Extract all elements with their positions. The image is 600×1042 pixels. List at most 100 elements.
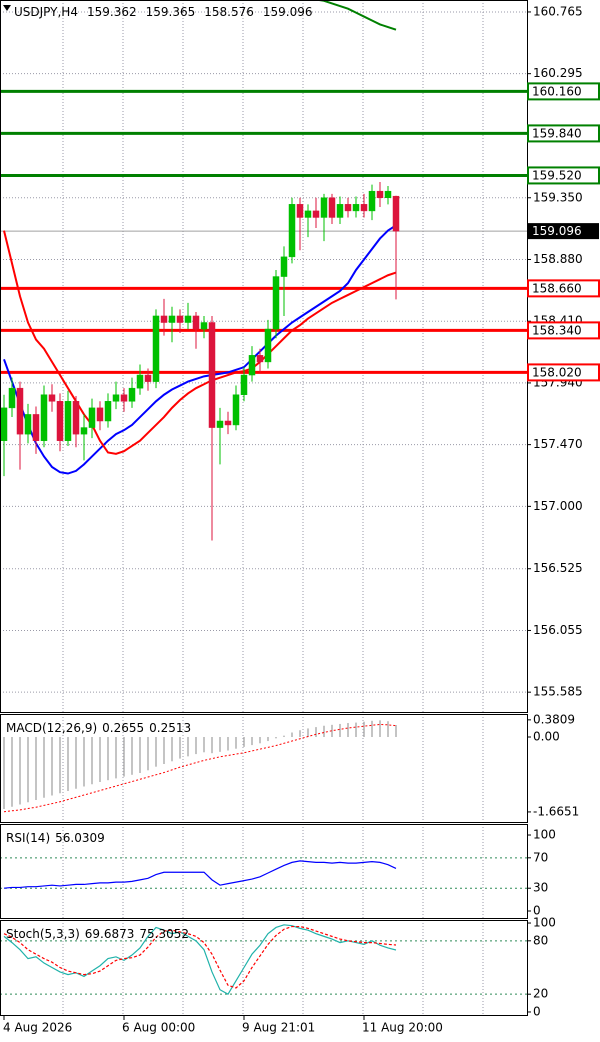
candle-body xyxy=(16,387,24,435)
indicator-label: Stoch(5,3,3) 69.6873 75.3052 xyxy=(6,927,189,941)
indicator-name: Stoch(5,3,3) xyxy=(6,927,80,941)
indicator-name: RSI(14) xyxy=(6,831,50,845)
level-price-box xyxy=(527,363,600,382)
y-tick-label: 100 xyxy=(533,916,556,930)
candle-body xyxy=(64,401,72,441)
candle-body xyxy=(248,355,256,376)
panel-plot xyxy=(1,1,527,712)
y-tick-label: -1.6651 xyxy=(533,804,579,818)
y-tick-label: 155.585 xyxy=(533,685,583,699)
candle-body xyxy=(112,394,120,402)
moving-average xyxy=(3,230,397,455)
candle-body xyxy=(144,374,152,382)
candle-body xyxy=(88,407,96,428)
candle-body xyxy=(32,414,40,441)
candle-body xyxy=(72,401,80,435)
candle-body xyxy=(208,322,216,428)
header-value: 158.576 xyxy=(204,5,254,19)
header-title: USDJPY,H4 xyxy=(14,5,78,19)
y-tick-label: 20 xyxy=(533,987,548,1001)
candle-body xyxy=(152,315,160,382)
candle-body xyxy=(56,401,64,441)
candle-body xyxy=(288,204,296,258)
indicator-value: 0.2513 xyxy=(149,721,191,735)
y-tick-label: 80 xyxy=(533,933,548,947)
header-value: 159.365 xyxy=(146,5,196,19)
candle-body xyxy=(360,204,368,212)
candle-body xyxy=(192,315,200,330)
candle-body xyxy=(216,420,224,428)
y-tick-label: 156.525 xyxy=(533,561,583,575)
candle-body xyxy=(184,315,192,323)
signal-line xyxy=(3,723,397,813)
candle-body xyxy=(80,427,88,435)
candle-body xyxy=(24,414,32,435)
candle-body xyxy=(48,394,56,402)
y-tick-label: 158.880 xyxy=(533,252,583,266)
candle-body xyxy=(8,387,16,409)
y-tick-label: 160.295 xyxy=(533,66,583,80)
y-tick-label: 0 xyxy=(533,1004,541,1018)
candle-body xyxy=(168,315,176,323)
level-price-box xyxy=(527,321,600,340)
candle-body xyxy=(344,204,352,212)
y-tick-label: 157.000 xyxy=(533,499,583,513)
candle-body xyxy=(120,394,128,402)
x-tick-label: 6 Aug 00:00 xyxy=(122,1021,195,1035)
candle-body xyxy=(280,256,288,277)
candle-body xyxy=(1,407,8,441)
indicator-line xyxy=(3,860,397,889)
candle-body xyxy=(328,197,336,218)
x-tick-label: 11 Aug 20:00 xyxy=(362,1021,443,1035)
level-price-box xyxy=(527,279,600,298)
level-price-label: 158.340 xyxy=(532,323,582,337)
header-value: 159.096 xyxy=(263,5,313,19)
y-tick-label: 157.470 xyxy=(533,437,583,451)
level-price-box xyxy=(527,166,600,185)
indicator-value: 56.0309 xyxy=(55,831,105,845)
indicator-name: MACD(12,26,9) xyxy=(6,721,97,735)
candle-body xyxy=(160,315,168,323)
current-price-label: 159.096 xyxy=(532,224,582,238)
y-tick-label: 159.350 xyxy=(533,190,583,204)
y-tick-label: 160.765 xyxy=(533,4,583,18)
moving-average xyxy=(3,224,397,475)
indicator-value: 75.3052 xyxy=(139,927,189,941)
indicator-line xyxy=(3,924,397,995)
level-price-label: 158.660 xyxy=(532,281,582,295)
y-tick-label: 100 xyxy=(533,828,556,842)
level-price-box xyxy=(527,124,600,143)
panel-plot xyxy=(1,825,527,918)
level-price-label: 159.520 xyxy=(532,168,582,182)
candle-body xyxy=(104,401,112,422)
candle-body xyxy=(136,374,144,389)
candle-body xyxy=(256,355,264,363)
indicator-value: 0.2655 xyxy=(102,721,144,735)
indicator-label: MACD(12,26,9) 0.2655 0.2513 xyxy=(6,721,191,735)
candle-body xyxy=(224,420,232,426)
header-value: 159.362 xyxy=(87,5,137,19)
candle-body xyxy=(200,322,208,330)
candle-body xyxy=(96,407,104,422)
candle-body xyxy=(336,204,344,218)
level-price-box xyxy=(527,82,600,101)
candle-body xyxy=(312,210,320,218)
candle-body xyxy=(272,276,280,330)
candle-body xyxy=(296,204,304,218)
y-tick-label: 0.3809 xyxy=(533,712,575,726)
candle-body xyxy=(128,387,136,402)
candle-body xyxy=(176,315,184,323)
x-tick-label: 9 Aug 21:01 xyxy=(242,1021,315,1035)
candle-body xyxy=(232,394,240,426)
y-tick-label: 156.055 xyxy=(533,623,583,637)
level-price-label: 158.020 xyxy=(532,365,582,379)
candle-body xyxy=(264,328,272,363)
current-price-box xyxy=(528,223,599,240)
panel-plot xyxy=(1,921,527,1015)
candle-body xyxy=(368,190,376,212)
indicator-line xyxy=(3,925,397,989)
x-tick-label: 4 Aug 2026 xyxy=(3,1021,72,1035)
indicator-label: RSI(14) 56.0309 xyxy=(6,831,105,845)
